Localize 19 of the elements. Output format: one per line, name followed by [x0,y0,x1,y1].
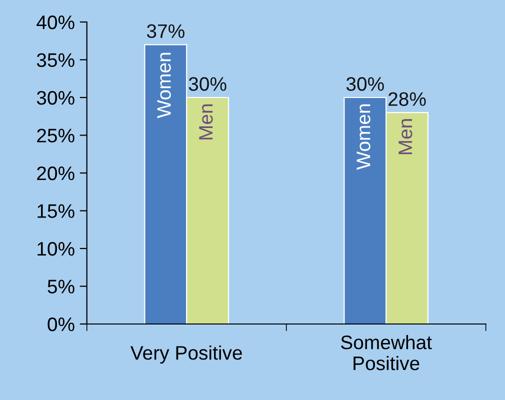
data-label: 28% [388,92,426,106]
y-tick-label: 15% [38,204,74,218]
y-tick-label: 10% [38,242,74,256]
series-label: Men [398,119,412,154]
data-label: 30% [188,77,226,91]
y-tick-label: 20% [37,166,74,180]
y-tick-label: 25% [37,128,74,142]
y-tick-label: 5% [48,280,74,294]
y-tick-label: 30% [36,90,74,105]
data-label: 30% [346,77,384,91]
text: Men [199,104,213,140]
series-label: Women [356,104,370,170]
y-tick-label: 35% [36,53,74,67]
x-tick-label: Very Positive [130,345,242,364]
text: Women [157,52,171,118]
x-tick-label: Somewhat Positive [341,335,432,370]
y-tick-label: 40% [36,15,74,30]
data-label: 37% [146,24,184,38]
y-tick-label: 0% [48,317,74,332]
